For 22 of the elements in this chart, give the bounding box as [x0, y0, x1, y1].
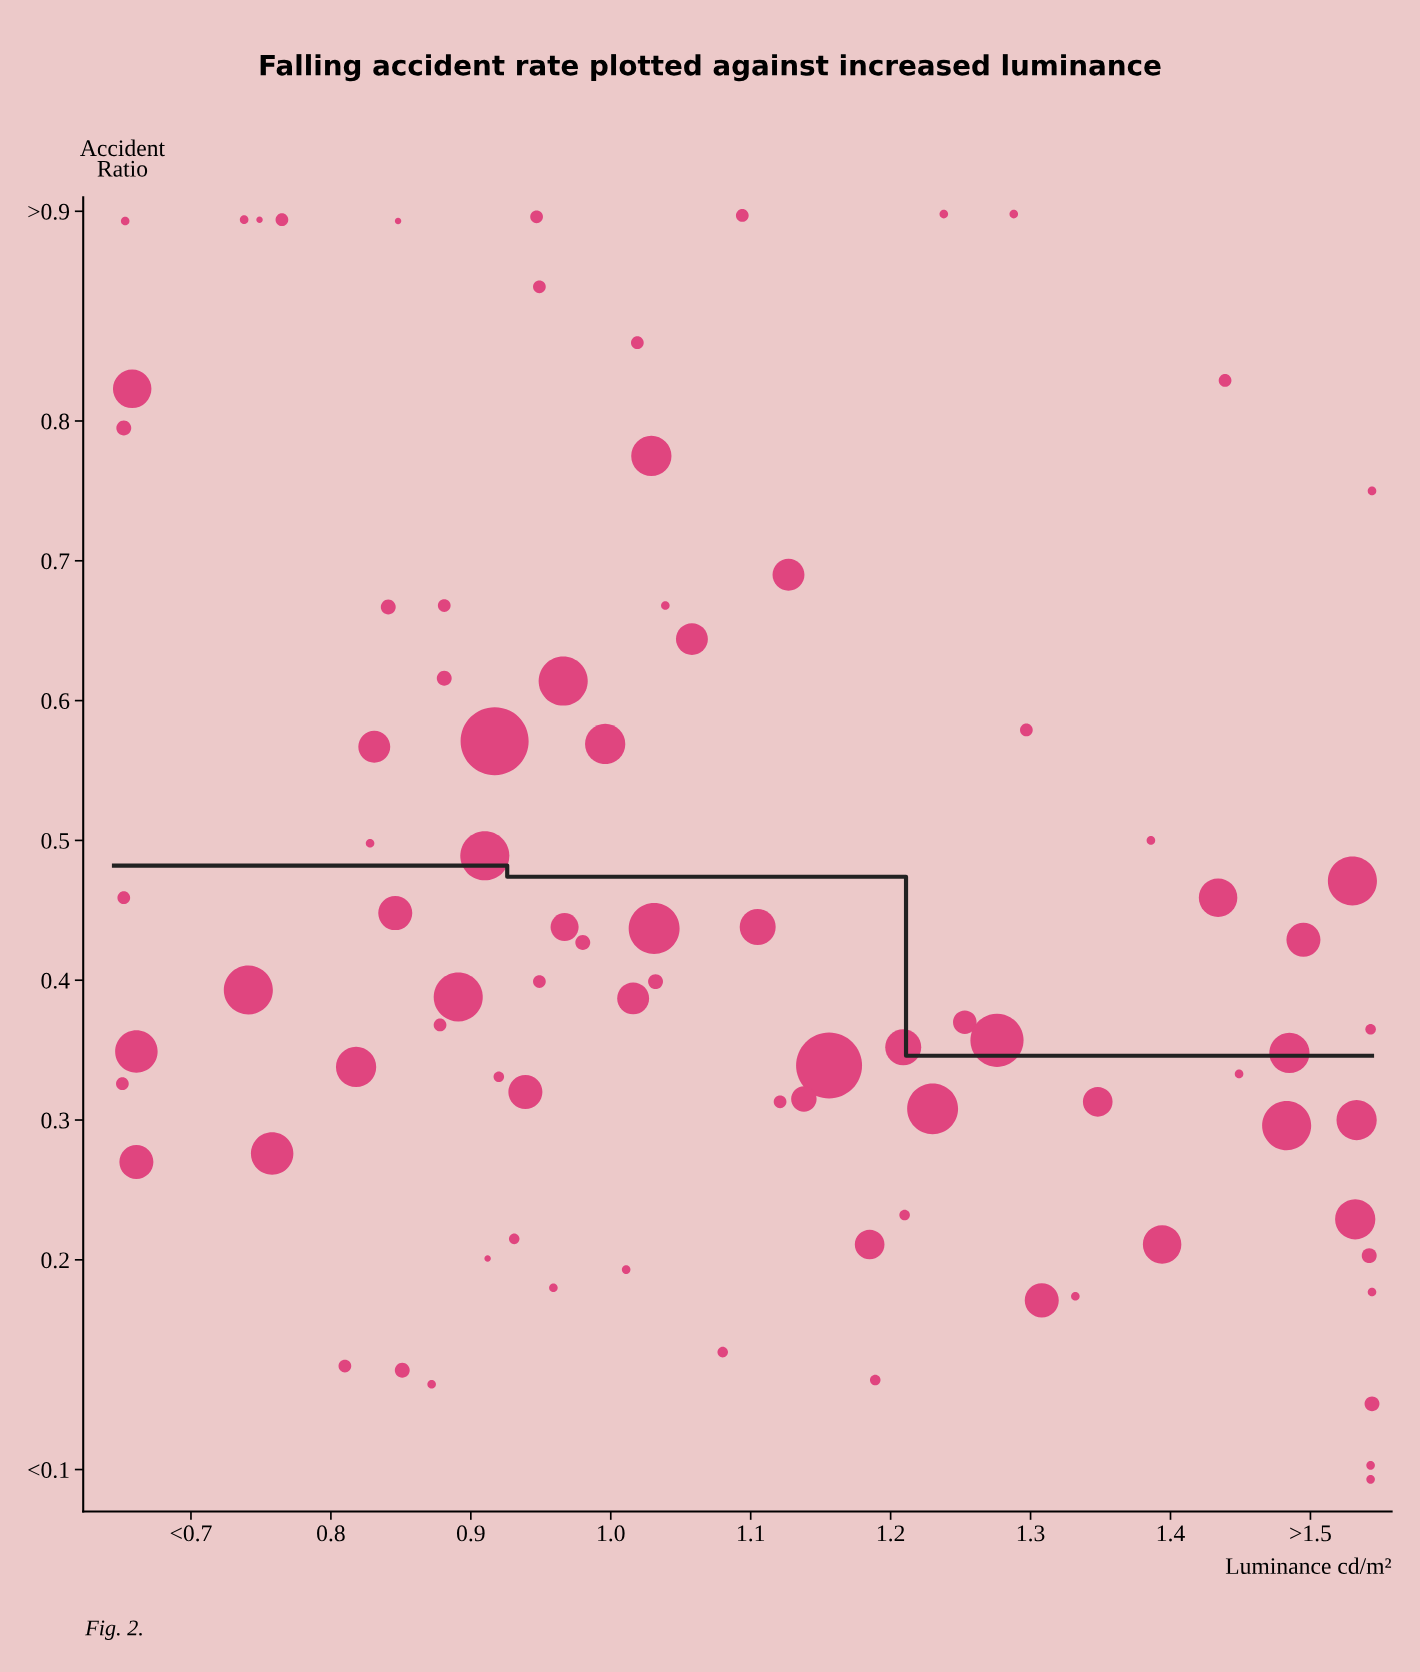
y-tick-label: 0.7 [41, 553, 70, 570]
y-tick-label: <0.1 [28, 1462, 69, 1479]
x-tick-label: 0.9 [456, 1525, 485, 1542]
y-tick-label: 0.8 [41, 413, 70, 430]
y-tick-label: 0.6 [41, 693, 70, 710]
x-axis-title: Luminance cd/m² [1225, 1557, 1392, 1575]
y-tick-label: >0.9 [28, 203, 70, 220]
x-tick-label: >1.5 [1290, 1525, 1331, 1542]
y-tick-label: 0.4 [41, 972, 70, 989]
y-tick-label: 0.3 [41, 1112, 70, 1129]
x-tick-label: 0.8 [317, 1525, 345, 1542]
x-tick-label: 1.2 [877, 1525, 905, 1542]
x-tick-label: 1.4 [1157, 1525, 1185, 1542]
caption: Fig. 2. [85, 1620, 142, 1640]
x-tick-label: 1.1 [738, 1525, 765, 1542]
x-tick-label: 1.3 [1017, 1525, 1045, 1542]
y-axis-title: Accident Ratio [80, 139, 165, 177]
x-tick-label: <0.7 [170, 1525, 212, 1542]
y-tick-label: 0.2 [41, 1252, 69, 1269]
x-tick-label: 1.0 [598, 1525, 625, 1542]
y-tick-label: 0.5 [41, 832, 70, 849]
chart-title: Falling accident rate plotted against increased luminance [260, 54, 1161, 82]
